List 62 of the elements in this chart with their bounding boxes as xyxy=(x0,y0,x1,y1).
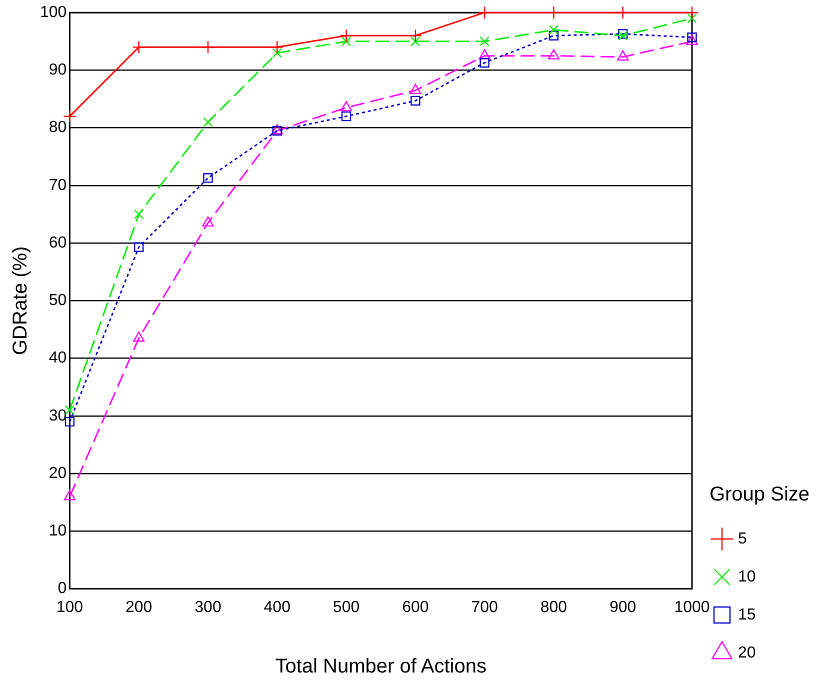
point xyxy=(64,416,75,427)
x-tick-label: 200 xyxy=(125,598,152,616)
y-tick-label: 90 xyxy=(48,62,67,79)
point xyxy=(617,50,629,61)
point xyxy=(548,49,560,60)
point xyxy=(272,48,282,58)
legend-title: Group Size xyxy=(709,484,810,506)
point xyxy=(616,6,630,20)
point xyxy=(480,58,490,68)
x-axis-title: Total Number of Actions xyxy=(275,656,486,678)
point xyxy=(133,332,145,342)
y-tick-label: 70 xyxy=(48,176,67,194)
y-axis-title: GDRate (%) xyxy=(10,246,32,356)
y-tick-label: 30 xyxy=(48,407,67,424)
y-tick-label: 40 xyxy=(48,350,67,367)
point xyxy=(134,242,144,252)
point xyxy=(201,40,215,54)
point xyxy=(203,117,213,127)
point xyxy=(687,14,697,24)
y-tick-label: 50 xyxy=(48,292,67,310)
x-tick-label: 900 xyxy=(610,598,636,616)
point xyxy=(480,36,490,46)
legend-label: 10 xyxy=(738,568,756,586)
x-tick-label: 700 xyxy=(471,598,498,616)
point xyxy=(547,6,560,20)
point xyxy=(548,30,559,40)
point xyxy=(410,36,420,46)
point xyxy=(341,111,352,122)
legend-label: 15 xyxy=(738,606,756,624)
point xyxy=(408,29,422,42)
x-tick-label: 400 xyxy=(264,598,291,616)
x-tick-label: 1000 xyxy=(674,598,710,616)
point xyxy=(410,96,420,106)
y-tick-label: 0 xyxy=(58,580,67,598)
point xyxy=(686,34,698,46)
y-tick-label: 80 xyxy=(48,119,67,136)
point xyxy=(270,40,284,54)
x-tick-label: 800 xyxy=(540,598,568,616)
y-tick-label: 20 xyxy=(48,464,67,482)
point xyxy=(548,25,559,35)
x-tick-label: 300 xyxy=(194,598,222,616)
point xyxy=(132,40,146,54)
x-tick-label: 500 xyxy=(332,598,360,616)
point xyxy=(64,405,75,416)
point xyxy=(478,6,492,20)
point xyxy=(64,490,76,500)
legend-label: 20 xyxy=(738,644,756,662)
point xyxy=(685,6,699,20)
point xyxy=(340,101,352,112)
y-tick-label: 10 xyxy=(48,522,67,540)
point xyxy=(410,84,422,94)
point xyxy=(687,32,697,42)
point xyxy=(341,36,352,46)
y-tick-label: 60 xyxy=(48,234,67,252)
x-tick-label: 600 xyxy=(402,598,429,616)
point xyxy=(340,29,353,42)
point xyxy=(134,209,144,220)
point xyxy=(478,49,490,60)
y-tick-label: 100 xyxy=(40,4,67,22)
point xyxy=(203,173,213,183)
point xyxy=(202,216,214,227)
legend-label: 5 xyxy=(738,530,747,548)
